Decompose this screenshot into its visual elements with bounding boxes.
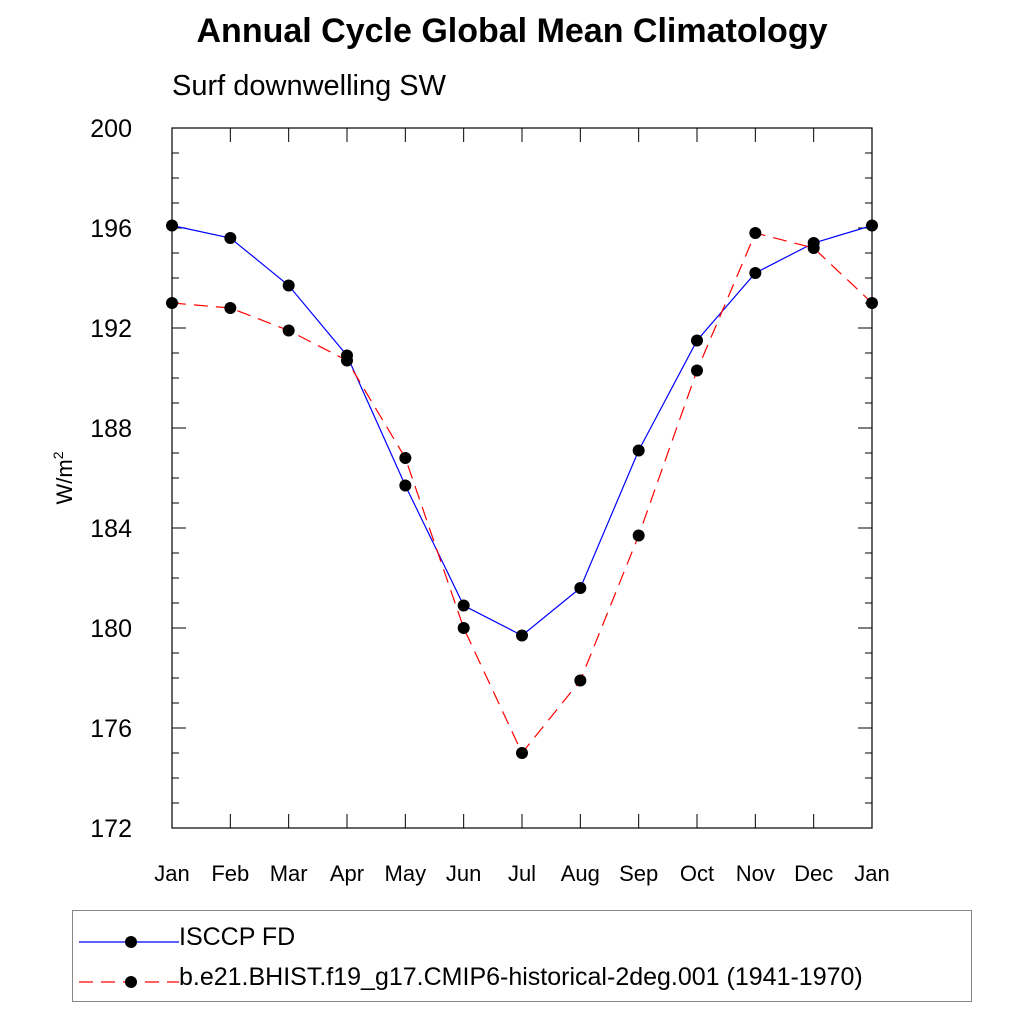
data-point-0	[691, 334, 703, 347]
x-tick-label: Mar	[270, 861, 308, 886]
data-point-0	[516, 629, 528, 642]
data-point-0	[866, 219, 878, 232]
x-tick-label: Jul	[508, 861, 536, 886]
y-axis-label-base: W/m	[52, 459, 77, 504]
y-tick-label: 192	[90, 315, 132, 343]
data-point-1	[749, 227, 762, 239]
legend-item-isccp: ISCCP FD	[73, 917, 971, 957]
y-tick-label: 180	[90, 615, 132, 643]
data-point-1	[282, 324, 295, 337]
data-point-0	[166, 219, 178, 232]
y-tick-label: 188	[90, 415, 132, 443]
chart-subtitle: Surf downwelling SW	[172, 70, 446, 102]
data-point-0	[224, 232, 237, 244]
data-point-1	[632, 529, 645, 542]
legend-label-isccp: ISCCP FD	[179, 923, 296, 951]
x-tick-label: Aug	[561, 861, 600, 886]
data-point-0	[632, 444, 645, 457]
x-tick-label: Jan	[154, 861, 189, 886]
plot-frame	[171, 127, 873, 829]
y-tick-label: 196	[90, 215, 132, 243]
y-tick-label: 184	[90, 515, 132, 543]
data-point-1	[807, 242, 820, 254]
chart-title: Annual Cycle Global Mean Climatology	[196, 12, 828, 50]
data-point-0	[574, 582, 587, 594]
x-tick-label: Jun	[446, 861, 481, 886]
legend-item-cmip6: b.e21.BHIST.f19_g17.CMIP6-historical-2de…	[73, 957, 971, 997]
x-tick-label: Feb	[211, 861, 249, 886]
x-tick-label: Nov	[736, 861, 775, 886]
y-axis-label: W/m2	[50, 451, 77, 504]
legend-label-cmip6: b.e21.BHIST.f19_g17.CMIP6-historical-2de…	[179, 963, 863, 991]
legend-swatch-dashed-icon	[79, 976, 179, 988]
y-tick-label: 172	[90, 815, 132, 843]
data-point-1	[574, 674, 587, 687]
data-point-1	[516, 747, 528, 759]
x-tick-label: Dec	[794, 861, 833, 886]
data-point-1	[866, 297, 878, 309]
data-point-0	[749, 267, 762, 279]
x-tick-label: May	[385, 861, 427, 886]
legend: ISCCP FD b.e21.BHIST.f19_g17.CMIP6-histo…	[72, 910, 972, 1002]
data-point-1	[341, 354, 353, 367]
x-tick-label: Jan	[854, 861, 889, 886]
data-point-1	[399, 452, 412, 464]
data-point-1	[166, 297, 178, 309]
x-tick-label: Oct	[680, 861, 714, 886]
y-tick-label: 176	[90, 715, 132, 743]
legend-swatch-solid-icon	[79, 936, 179, 948]
data-point-0	[457, 599, 470, 612]
data-point-1	[457, 622, 470, 634]
data-point-0	[399, 479, 412, 492]
series-layer	[166, 219, 878, 759]
x-tick-label: Sep	[619, 861, 658, 886]
x-tick-label: Apr	[330, 861, 364, 886]
data-point-1	[224, 302, 237, 314]
y-tick-label: 200	[90, 115, 132, 143]
data-point-1	[691, 364, 703, 377]
series-line-0	[171, 224, 873, 637]
data-point-0	[282, 279, 295, 292]
y-axis-label-sup: 2	[50, 451, 66, 459]
axis-ticks	[171, 127, 873, 829]
series-line-1	[171, 232, 873, 755]
tick-labels: Jan Feb Mar Apr May Jun Jul Aug Sep Oct Nov Dec Jan 1…	[90, 115, 889, 886]
